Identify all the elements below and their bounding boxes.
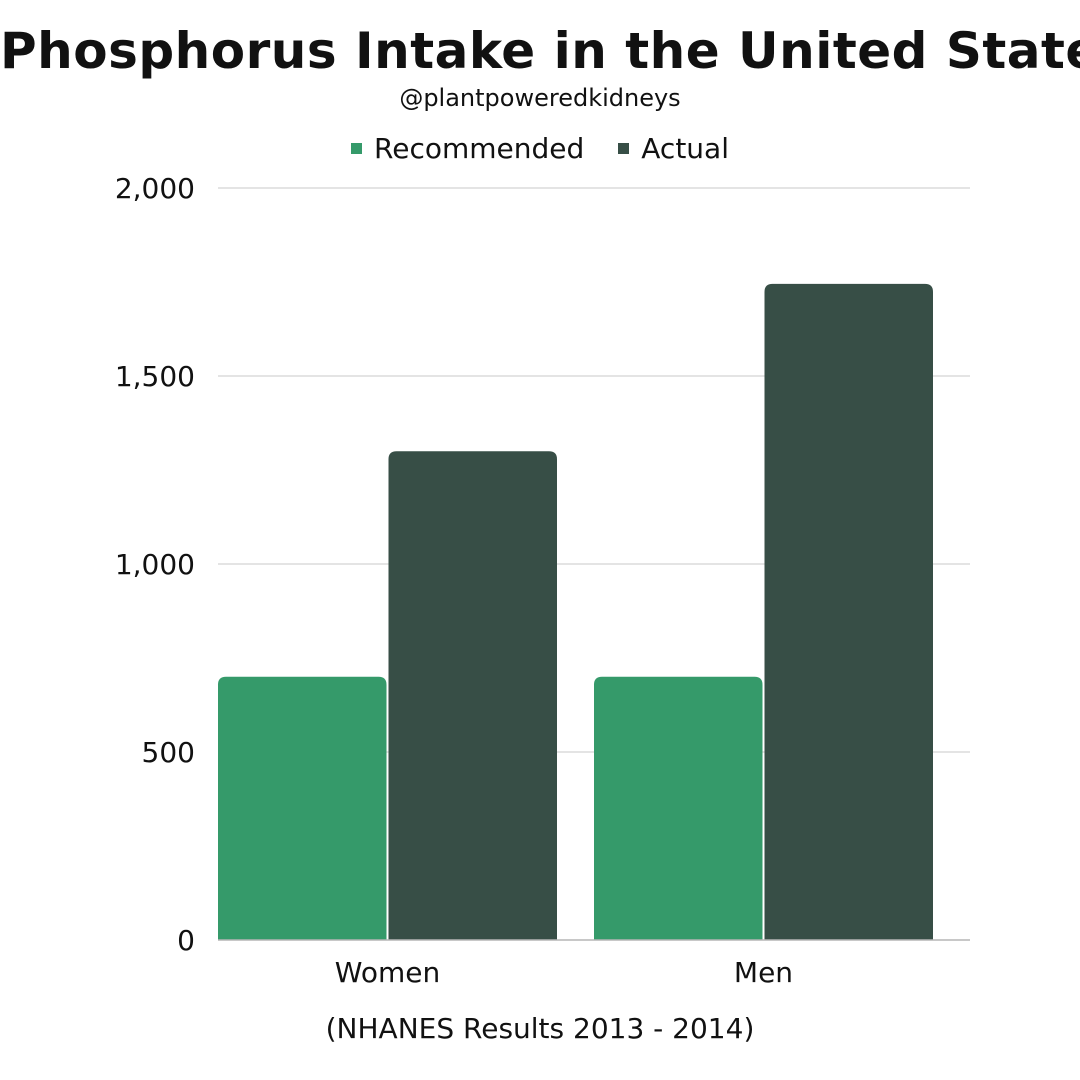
x-tick-label: Men [734, 956, 793, 989]
y-tick-label: 500 [142, 736, 195, 769]
chart-subtitle: @plantpoweredkidneys [399, 84, 681, 112]
bar-recommended-men [594, 676, 763, 940]
legend-swatch-recommended [351, 143, 363, 154]
x-tick-label: Women [335, 956, 440, 989]
legend-label-recommended: Recommended [374, 132, 585, 165]
chart-legend: Recommended Actual [0, 132, 1080, 165]
y-tick-label: 1,000 [115, 548, 195, 581]
chart-caption: (NHANES Results 2013 - 2014) [325, 1012, 755, 1045]
bar-actual-women [388, 451, 557, 940]
y-tick-label: 1,500 [115, 360, 195, 393]
y-tick-label: 2,000 [115, 172, 195, 205]
bar-recommended-women [218, 676, 387, 940]
y-tick-label: 0 [177, 924, 195, 957]
chart-title: Phosphorus Intake in the United States [0, 22, 1080, 80]
legend-item-recommended: Recommended [351, 132, 584, 165]
legend-item-actual: Actual [618, 132, 729, 165]
bar-actual-men [764, 283, 933, 940]
legend-label-actual: Actual [641, 132, 729, 165]
legend-swatch-actual [618, 143, 630, 154]
